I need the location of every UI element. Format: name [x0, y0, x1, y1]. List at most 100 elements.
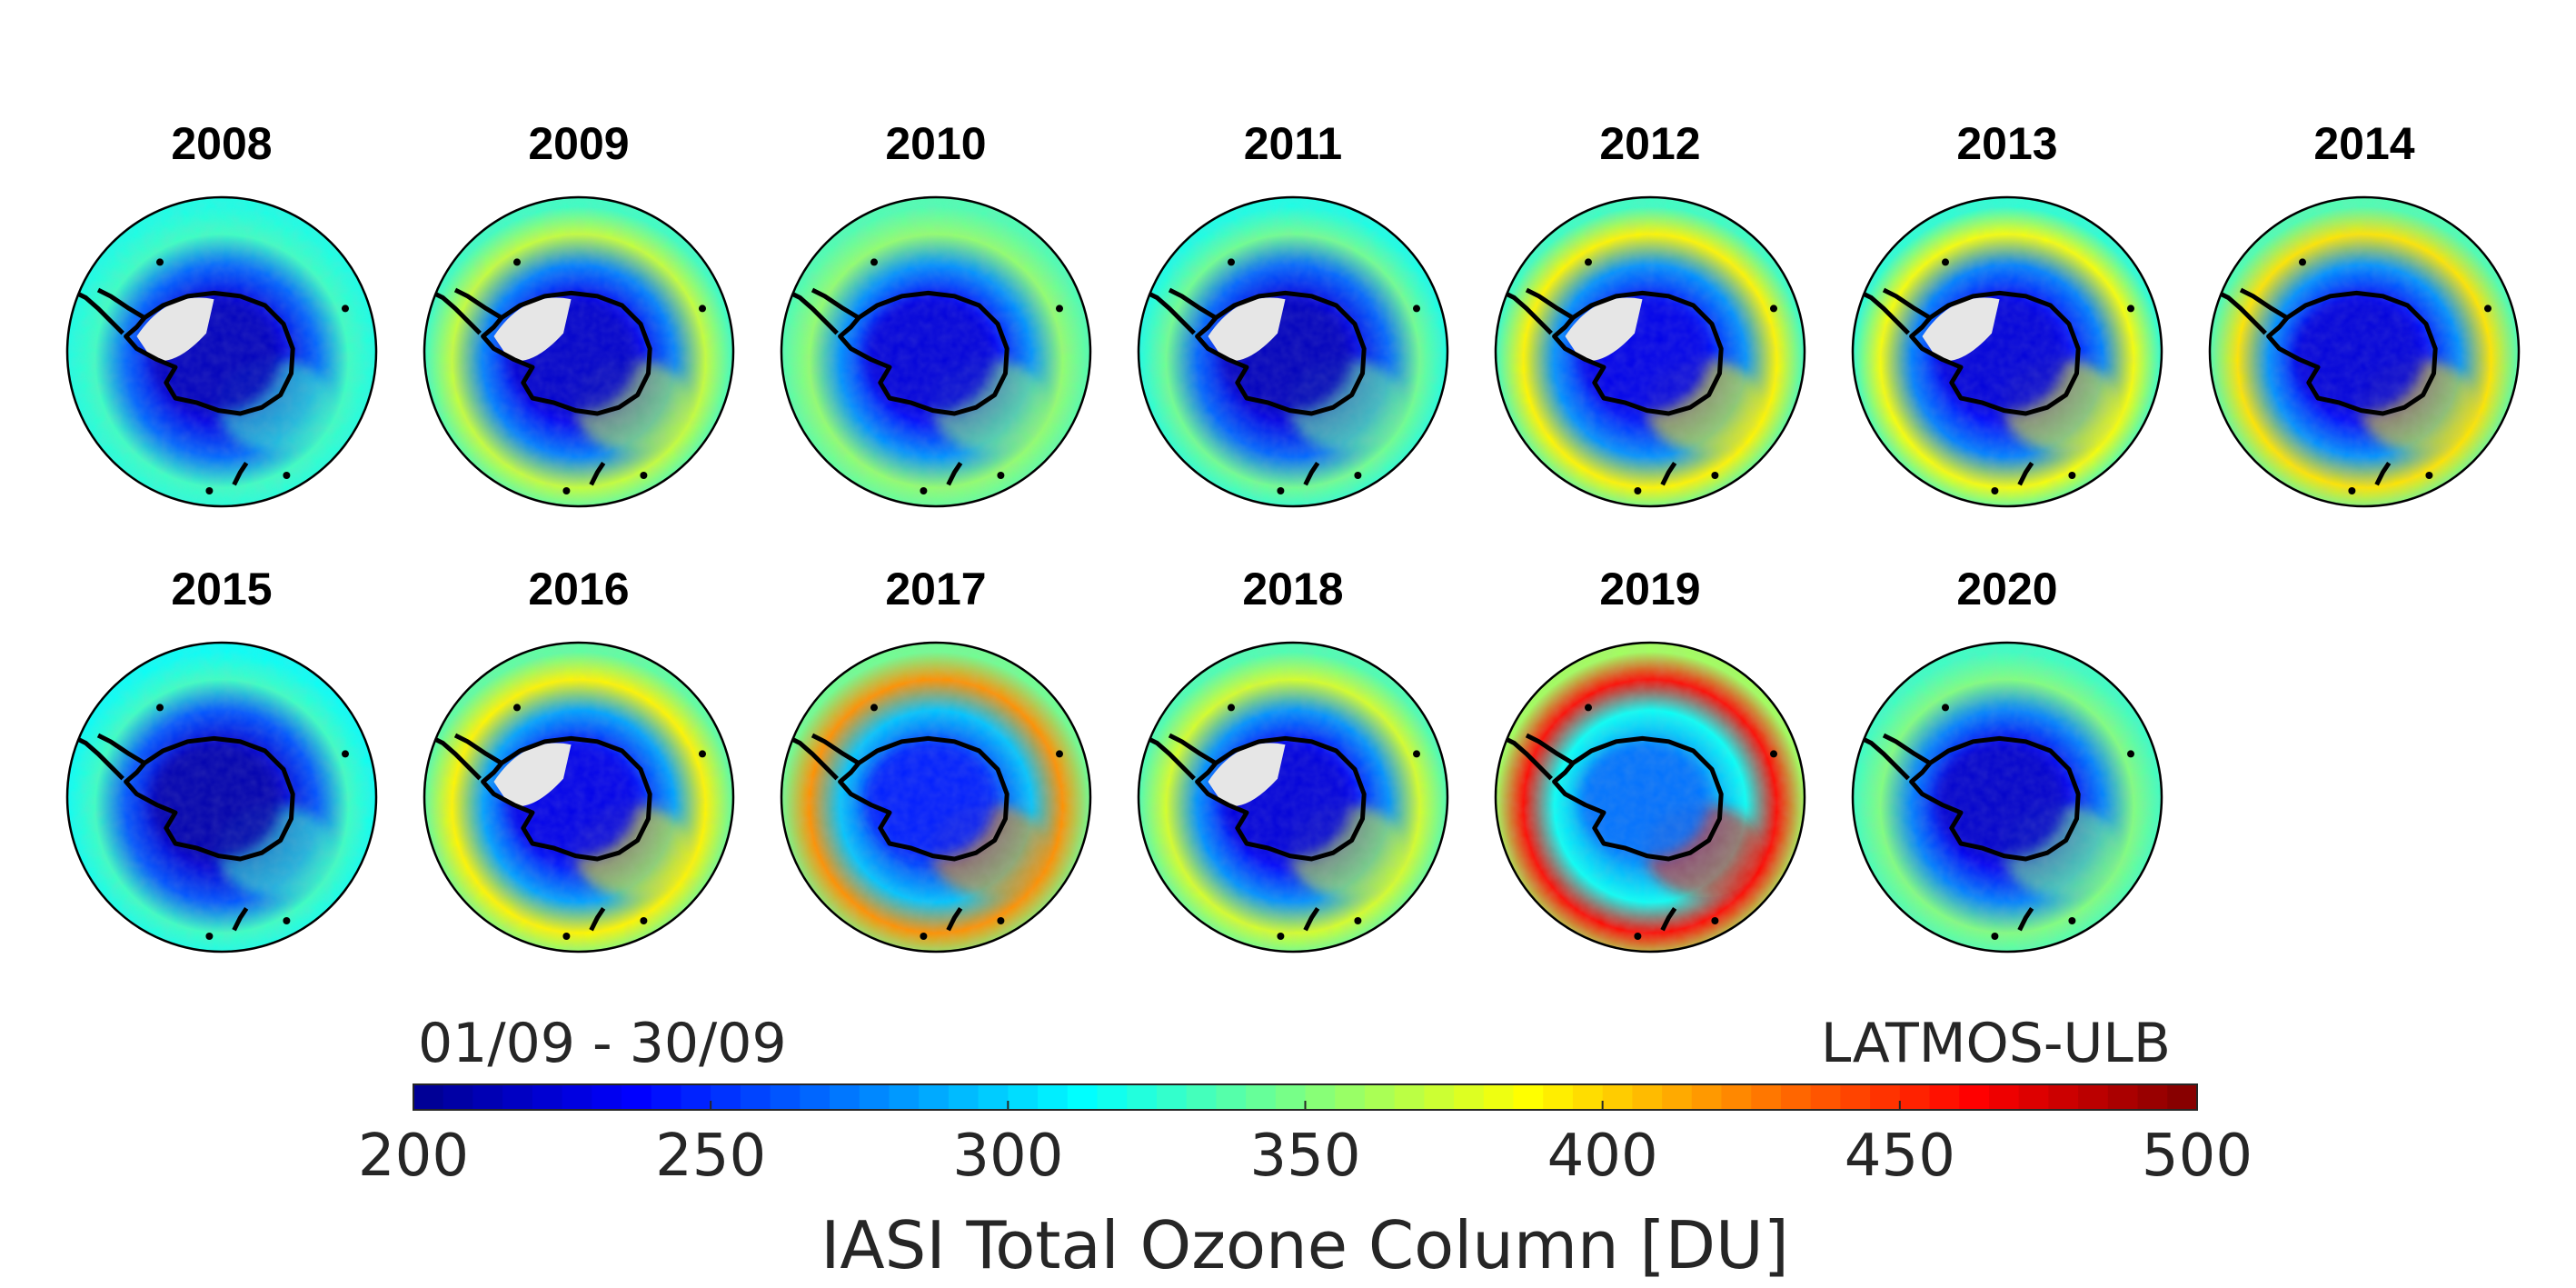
colorbar-swatch — [800, 1084, 830, 1110]
colorbar-tick-label: 500 — [2142, 1123, 2253, 1190]
colorbar-swatch — [1216, 1084, 1247, 1110]
peninsula-coastline — [1882, 287, 1932, 320]
panel-title-2012: 2012 — [1599, 118, 1700, 169]
coastlines — [1140, 258, 1420, 494]
ozone-speckle — [67, 197, 376, 506]
new-zealand-coastline — [1660, 462, 1677, 486]
map-frame — [1851, 641, 2163, 954]
ozone-field — [1496, 643, 1805, 952]
colorbar-tick-label: 300 — [952, 1123, 1063, 1190]
island-dot — [2068, 917, 2076, 924]
island-dot — [2068, 472, 2076, 479]
ozone-field — [1496, 197, 1805, 506]
colorbar-swatch — [1988, 1084, 2020, 1110]
colorbar-swatch — [502, 1084, 533, 1110]
colorbar-swatch — [978, 1084, 1009, 1110]
antarctica-coastline — [2266, 290, 2438, 416]
peninsula-coastline — [811, 733, 860, 765]
island-dot — [1354, 472, 1362, 479]
colorbar-swatch — [1305, 1084, 1336, 1110]
peninsula-coastline — [2239, 287, 2289, 320]
island-dot — [997, 917, 1005, 924]
island-dot — [2348, 487, 2356, 494]
panel-title-2008: 2008 — [171, 118, 272, 169]
south-america-coastline — [426, 733, 482, 781]
map-frame — [2208, 195, 2521, 508]
colorbar-swatch — [1543, 1084, 1574, 1110]
new-zealand-coastline — [589, 462, 606, 486]
source-label: LATMOS-ULB — [1821, 1012, 2171, 1075]
peninsula-coastline — [453, 733, 503, 765]
coastlines — [1855, 704, 2134, 940]
ozone-field — [1139, 197, 1447, 506]
new-zealand-coastline — [1303, 462, 1320, 486]
map-panel-2020: 2020 — [1851, 564, 2163, 954]
panel-title-2013: 2013 — [1956, 118, 2057, 169]
ozone-field — [424, 643, 733, 952]
island-dot — [1354, 917, 1362, 924]
south-america-coastline — [783, 733, 839, 781]
antarctica-coastline — [1552, 735, 1724, 862]
island-dot — [283, 917, 291, 924]
peninsula-coastline — [96, 287, 146, 320]
colorbar-swatch — [1691, 1084, 1723, 1110]
panel-title-2017: 2017 — [885, 564, 986, 614]
island-dot — [920, 487, 928, 494]
south-america-coastline — [1497, 287, 1553, 335]
island-dot — [699, 305, 706, 313]
map-frame — [1137, 195, 1449, 508]
panel-title-2011: 2011 — [1244, 118, 1342, 169]
island-dot — [640, 917, 648, 924]
island-dot — [562, 933, 571, 940]
south-america-coastline — [783, 287, 839, 335]
colorbar-swatch — [472, 1084, 503, 1110]
map-frame — [780, 195, 1092, 508]
island-dot — [1413, 750, 1420, 758]
antarctica-coastline — [124, 290, 295, 416]
panel-title-2014: 2014 — [2313, 118, 2414, 169]
ozone-field — [781, 197, 1090, 506]
island-dot — [562, 487, 571, 494]
island-dot — [997, 472, 1005, 479]
ozone-speckle — [424, 643, 733, 952]
panel-title-2018: 2018 — [1242, 564, 1343, 614]
ozone-field — [2210, 197, 2519, 506]
no-data-region — [1565, 297, 1643, 362]
ozone-field — [424, 197, 733, 506]
colorbar-swatch — [948, 1084, 980, 1110]
colorbar-tick-label: 400 — [1547, 1123, 1658, 1190]
island-dot — [1585, 258, 1592, 266]
ozone-field — [67, 197, 376, 506]
peninsula-coastline — [1882, 733, 1932, 765]
no-data-region — [136, 297, 214, 362]
colorbar-swatch — [1067, 1084, 1099, 1110]
coastlines — [1497, 258, 1777, 494]
antarctica-coastline — [838, 735, 1010, 862]
colorbar-swatch — [859, 1084, 890, 1110]
antarctica-coastline — [124, 735, 295, 862]
colorbar-swatch — [1959, 1084, 1990, 1110]
new-zealand-coastline — [2374, 462, 2392, 486]
ozone-speckle — [2210, 197, 2519, 506]
colorbar-swatch — [562, 1084, 592, 1110]
island-dot — [1228, 704, 1235, 712]
colorbar-swatch — [1038, 1084, 1069, 1110]
ozone-speckle — [1139, 197, 1447, 506]
no-data-region — [493, 297, 572, 362]
ozone-speckle — [1853, 643, 2162, 952]
new-zealand-coastline — [2017, 907, 2034, 932]
no-data-region — [1208, 743, 1286, 807]
south-america-coastline — [69, 733, 124, 781]
antarctica-coastline — [481, 735, 652, 862]
coastlines — [426, 704, 706, 940]
colorbar-swatch — [532, 1084, 563, 1110]
south-america-coastline — [2212, 287, 2267, 335]
ozone-speckle — [1853, 197, 2162, 506]
antarctica-coastline — [1909, 735, 2081, 862]
map-frame — [65, 195, 378, 508]
new-zealand-coastline — [946, 907, 963, 932]
colorbar-swatch — [1721, 1084, 1752, 1110]
island-dot — [205, 487, 214, 494]
colorbar-swatch — [1572, 1084, 1604, 1110]
colorbar-tick-label: 450 — [1845, 1123, 1955, 1190]
